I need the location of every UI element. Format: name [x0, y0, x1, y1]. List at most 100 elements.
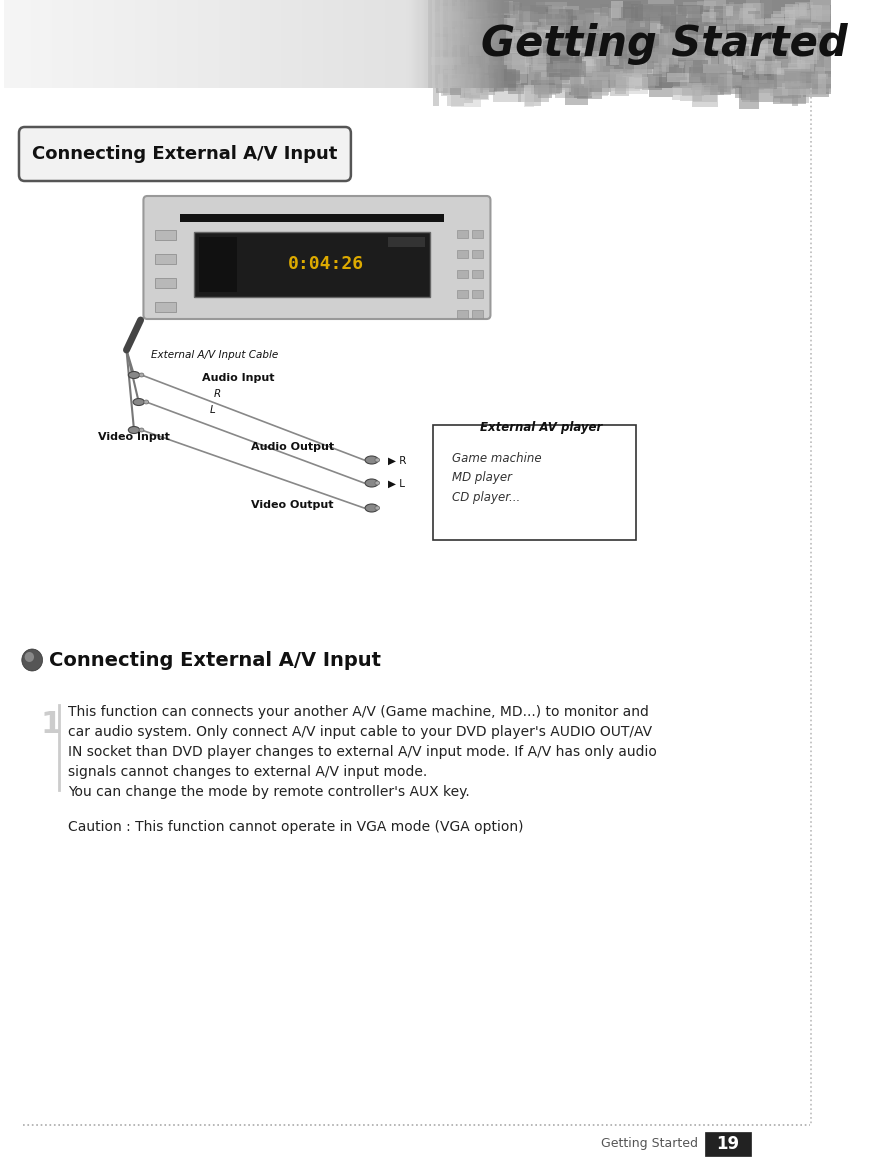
- Bar: [247, 0, 248, 88]
- Bar: [479, 24, 494, 41]
- Bar: [126, 0, 128, 88]
- Bar: [239, 0, 241, 88]
- Bar: [458, 0, 459, 88]
- Bar: [452, 0, 453, 88]
- Ellipse shape: [139, 428, 144, 432]
- Bar: [280, 0, 282, 88]
- Bar: [678, 5, 703, 14]
- Bar: [489, 0, 490, 88]
- Bar: [484, 17, 494, 38]
- Bar: [642, 69, 650, 87]
- Bar: [117, 0, 118, 88]
- Bar: [476, 0, 477, 88]
- Bar: [577, 26, 606, 33]
- Bar: [759, 24, 782, 42]
- Bar: [678, 62, 695, 77]
- Bar: [412, 0, 413, 88]
- Bar: [259, 0, 260, 88]
- Bar: [797, 76, 814, 93]
- Bar: [235, 0, 236, 88]
- Bar: [683, 47, 709, 51]
- Bar: [435, 0, 437, 88]
- Bar: [493, 80, 521, 102]
- Bar: [488, 0, 489, 88]
- Bar: [288, 0, 289, 88]
- Bar: [783, 56, 805, 61]
- Bar: [59, 0, 60, 88]
- Bar: [659, 33, 681, 50]
- Bar: [77, 0, 79, 88]
- Text: This function can connects your another A/V (Game machine, MD...) to monitor and: This function can connects your another …: [68, 705, 657, 800]
- Bar: [774, 71, 783, 92]
- Bar: [457, 0, 458, 88]
- Bar: [411, 0, 412, 88]
- Bar: [300, 0, 301, 88]
- Bar: [211, 0, 212, 88]
- Bar: [482, 0, 483, 88]
- Bar: [770, 81, 788, 97]
- Bar: [26, 0, 28, 88]
- Bar: [444, 0, 445, 88]
- Bar: [576, 15, 594, 21]
- Bar: [273, 0, 274, 88]
- Bar: [133, 0, 134, 88]
- Bar: [374, 0, 375, 88]
- Bar: [493, 35, 525, 43]
- Bar: [498, 0, 500, 88]
- Bar: [770, 55, 784, 59]
- Bar: [524, 7, 531, 13]
- Bar: [467, 2, 489, 17]
- Bar: [821, 36, 836, 55]
- Bar: [561, 16, 588, 33]
- Bar: [735, 24, 754, 33]
- Bar: [262, 0, 263, 88]
- Bar: [415, 0, 416, 88]
- Bar: [802, 74, 814, 87]
- Bar: [408, 0, 409, 88]
- Bar: [217, 0, 218, 88]
- Bar: [634, 59, 647, 78]
- Bar: [501, 0, 502, 88]
- Bar: [797, 61, 821, 68]
- Bar: [624, 1, 641, 5]
- Bar: [465, 51, 483, 68]
- Bar: [800, 3, 809, 9]
- Bar: [81, 0, 82, 88]
- Bar: [714, 76, 743, 86]
- Bar: [728, 30, 752, 50]
- Bar: [178, 0, 180, 88]
- Bar: [493, 1, 513, 15]
- Bar: [754, 71, 774, 84]
- Bar: [114, 0, 116, 88]
- Bar: [801, 84, 831, 94]
- Bar: [158, 0, 159, 88]
- Bar: [299, 0, 300, 88]
- Bar: [782, 84, 812, 94]
- Bar: [554, 74, 560, 93]
- Bar: [337, 0, 338, 88]
- Bar: [597, 72, 626, 76]
- Bar: [422, 0, 423, 88]
- Bar: [212, 0, 213, 88]
- Bar: [413, 0, 414, 88]
- Bar: [453, 0, 454, 88]
- Text: Audio Output: Audio Output: [251, 442, 334, 452]
- Bar: [108, 0, 109, 88]
- Bar: [639, 5, 653, 10]
- Bar: [432, 0, 433, 88]
- Bar: [173, 0, 174, 88]
- Bar: [324, 0, 325, 88]
- Bar: [693, 59, 708, 74]
- Bar: [469, 0, 470, 88]
- Bar: [670, 24, 681, 38]
- Bar: [437, 85, 465, 93]
- Bar: [721, 49, 743, 61]
- Bar: [52, 0, 53, 88]
- Bar: [594, 20, 602, 29]
- Bar: [32, 0, 33, 88]
- Bar: [396, 0, 397, 88]
- Bar: [182, 0, 183, 88]
- Bar: [810, 34, 816, 37]
- Bar: [734, 17, 739, 37]
- Bar: [484, 0, 485, 88]
